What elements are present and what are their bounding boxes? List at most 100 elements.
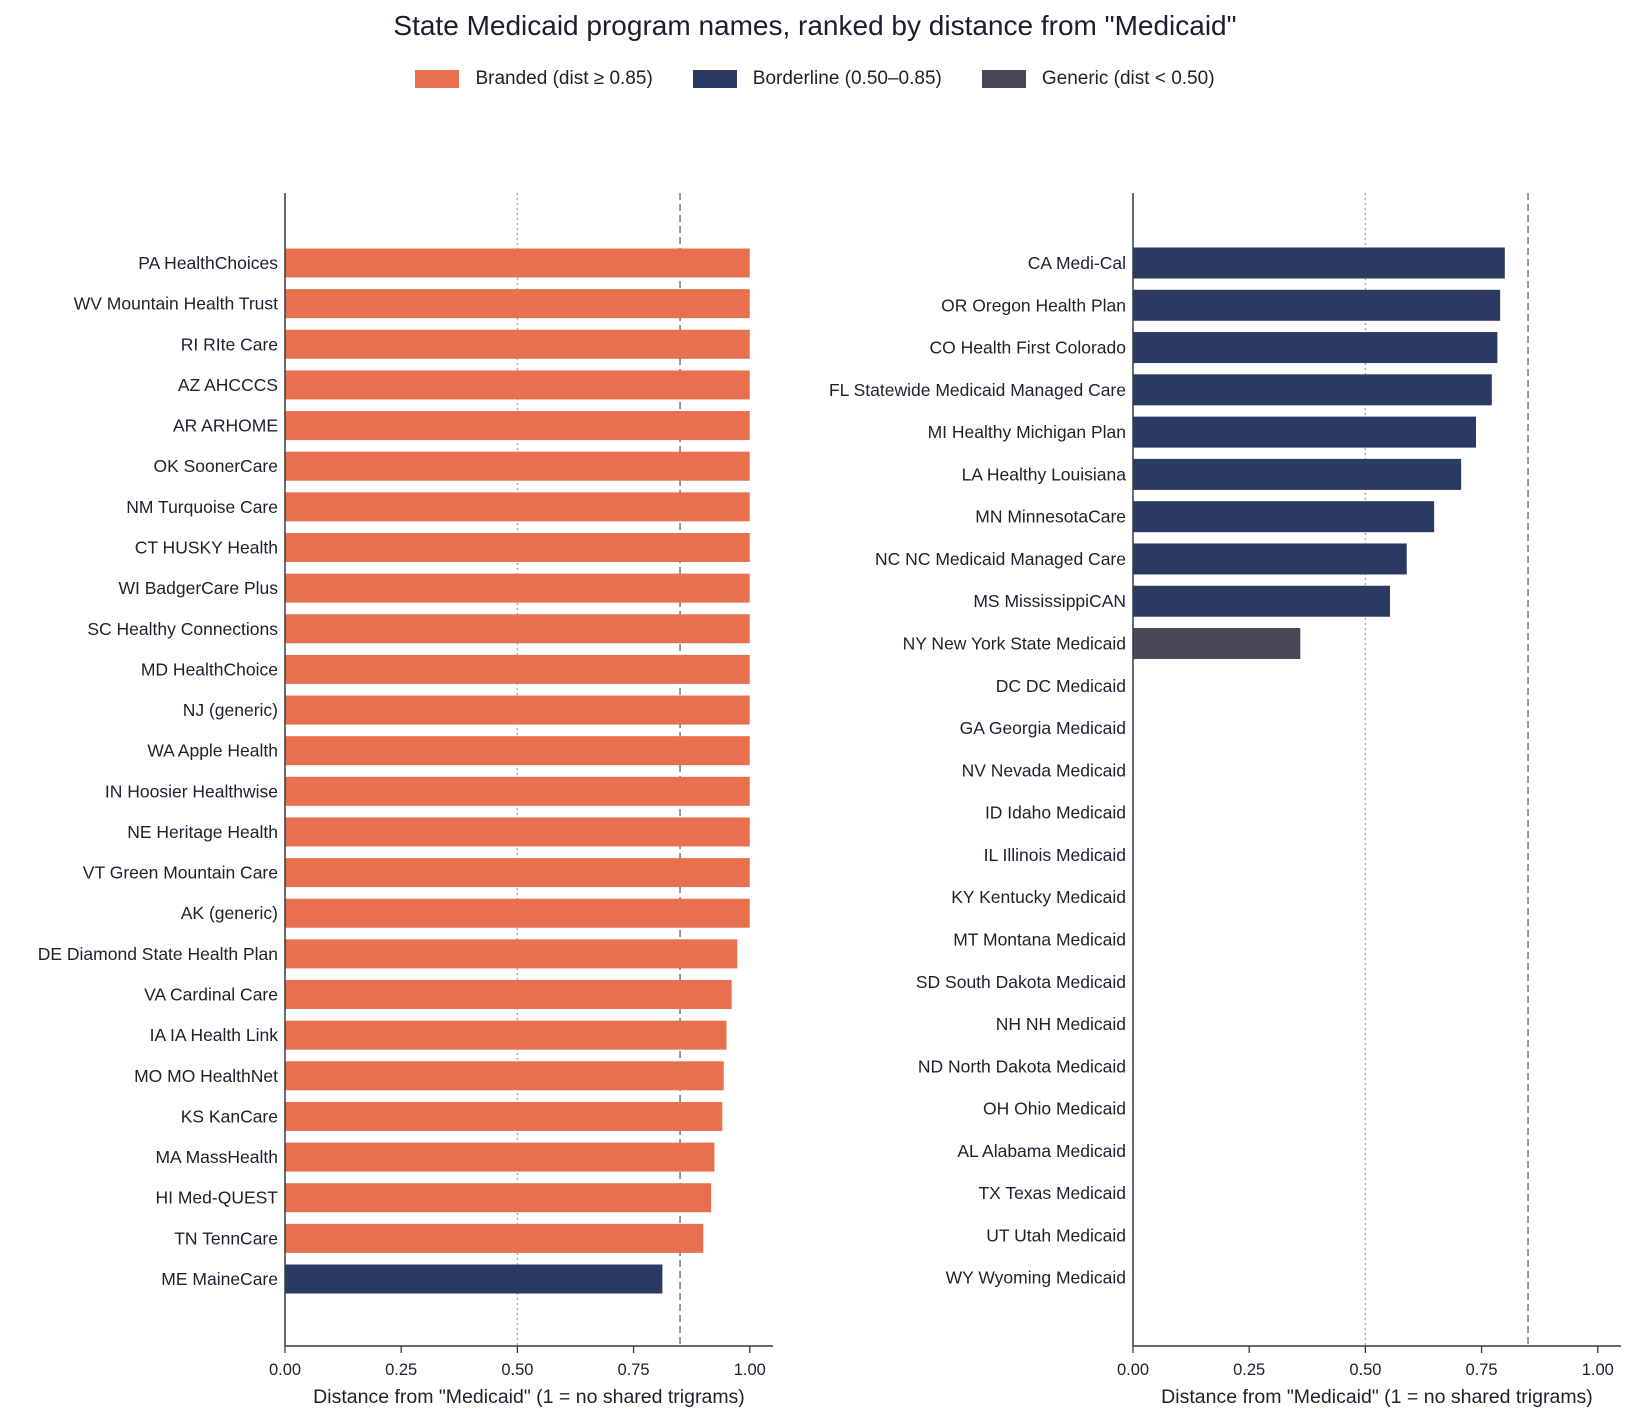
x-axis-label: Distance from "Medicaid" (1 = no shared … (313, 1386, 745, 1408)
x-tick-label: 0.00 (1117, 1361, 1149, 1379)
bar-ny (1133, 628, 1301, 660)
category-label: UT Utah Medicaid (986, 1225, 1126, 1245)
category-label: DE Diamond State Health Plan (38, 944, 278, 964)
category-label: TN TennCare (174, 1228, 278, 1248)
bar-la (1133, 458, 1462, 490)
category-label: WA Apple Health (147, 741, 278, 761)
x-tick-label: 1.00 (734, 1361, 766, 1379)
category-label: AR ARHOME (173, 416, 278, 436)
bar-ca (1133, 247, 1505, 279)
bar-vt (285, 858, 750, 888)
legend-item-borderline: Borderline (0.50–0.85) (692, 68, 942, 90)
bar-ne (285, 817, 750, 847)
bar-md (285, 654, 750, 684)
bar-va (285, 980, 732, 1010)
category-label: AK (generic) (181, 903, 278, 923)
category-label: CO Health First Colorado (930, 338, 1126, 358)
category-label: MS MississippiCAN (973, 591, 1126, 611)
category-label: NY New York State Medicaid (903, 634, 1126, 654)
category-label: OR Oregon Health Plan (941, 295, 1126, 315)
category-label: KY Kentucky Medicaid (951, 887, 1126, 907)
category-label: HI Med-QUEST (155, 1188, 278, 1208)
category-label: SD South Dakota Medicaid (916, 972, 1126, 992)
x-tick-label: 0.50 (1349, 1361, 1381, 1379)
category-label: RI RIte Care (181, 334, 278, 354)
x-tick-label: 0.50 (501, 1361, 533, 1379)
category-label: MD HealthChoice (141, 659, 278, 679)
bar-hi (285, 1183, 712, 1213)
category-label: CT HUSKY Health (135, 537, 278, 557)
legend-item-generic: Generic (dist < 0.50) (981, 68, 1215, 90)
bar-wi (285, 573, 750, 603)
x-tick-label: 0.25 (385, 1361, 417, 1379)
bar-wv (285, 289, 750, 319)
bar-ct (285, 532, 750, 562)
category-label: PA HealthChoices (138, 253, 278, 273)
legend-swatch-generic (981, 70, 1026, 88)
category-label: ND North Dakota Medicaid (918, 1056, 1126, 1076)
category-label: CA Medi-Cal (1028, 253, 1126, 273)
x-tick-label: 0.75 (1466, 1361, 1498, 1379)
bar-ma (285, 1142, 715, 1172)
bar-ks (285, 1101, 723, 1131)
bar-mo (285, 1061, 724, 1091)
bar-nj (285, 695, 750, 725)
bar-ri (285, 329, 750, 359)
bar-or (1133, 289, 1501, 321)
legend-label-branded: Branded (dist ≥ 0.85) (475, 68, 653, 89)
bar-sc (285, 614, 750, 644)
category-label: IA IA Health Link (150, 1025, 279, 1045)
bar-az (285, 370, 750, 400)
category-label: MN MinnesotaCare (975, 507, 1126, 527)
bar-de (285, 939, 738, 969)
bar-mn (1133, 501, 1435, 533)
category-label: ID Idaho Medicaid (985, 803, 1126, 823)
legend-item-branded: Branded (dist ≥ 0.85) (415, 68, 653, 90)
category-label: VA Cardinal Care (144, 985, 278, 1005)
category-label: GA Georgia Medicaid (960, 718, 1126, 738)
category-label: WY Wyoming Medicaid (946, 1268, 1126, 1288)
x-tick-label: 0.25 (1233, 1361, 1265, 1379)
x-axis-label: Distance from "Medicaid" (1 = no shared … (1161, 1386, 1593, 1408)
category-label: MT Montana Medicaid (953, 929, 1126, 949)
bar-nc (1133, 543, 1407, 575)
category-label: MA MassHealth (155, 1147, 278, 1167)
bar-fl (1133, 374, 1492, 406)
category-label: MI Healthy Michigan Plan (928, 422, 1126, 442)
category-label: NV Nevada Medicaid (962, 760, 1126, 780)
bar-tn (285, 1223, 704, 1253)
bar-ak (285, 898, 750, 928)
bar-co (1133, 332, 1498, 364)
x-tick-label: 1.00 (1582, 1361, 1614, 1379)
category-label: NE Heritage Health (127, 822, 278, 842)
bar-mi (1133, 416, 1476, 448)
category-label: OH Ohio Medicaid (983, 1099, 1126, 1119)
category-label: NC NC Medicaid Managed Care (875, 549, 1126, 569)
bar-nm (285, 492, 750, 522)
category-label: DC DC Medicaid (996, 676, 1126, 696)
category-label: WV Mountain Health Trust (74, 294, 278, 314)
legend: Branded (dist ≥ 0.85) Borderline (0.50–0… (0, 68, 1630, 90)
x-tick-label: 0.75 (618, 1361, 650, 1379)
bar-ok (285, 451, 750, 481)
legend-label-borderline: Borderline (0.50–0.85) (752, 68, 942, 89)
category-label: WI BadgerCare Plus (118, 578, 278, 598)
chart-title: State Medicaid program names, ranked by … (393, 10, 1237, 41)
category-label: VT Green Mountain Care (83, 863, 278, 883)
category-label: TX Texas Medicaid (978, 1183, 1126, 1203)
category-label: IN Hoosier Healthwise (105, 781, 278, 801)
bar-me (285, 1264, 663, 1294)
category-label: NJ (generic) (183, 700, 278, 720)
legend-swatch-borderline (692, 70, 737, 88)
bar-ms (1133, 585, 1391, 617)
bar-in (285, 776, 750, 806)
bar-wa (285, 736, 750, 766)
category-label: IL Illinois Medicaid (984, 845, 1126, 865)
category-label: AZ AHCCCS (178, 375, 278, 395)
bar-pa (285, 248, 750, 278)
legend-label-generic: Generic (dist < 0.50) (1041, 68, 1215, 89)
legend-swatch-branded (415, 70, 460, 88)
category-label: NH NH Medicaid (996, 1014, 1126, 1034)
